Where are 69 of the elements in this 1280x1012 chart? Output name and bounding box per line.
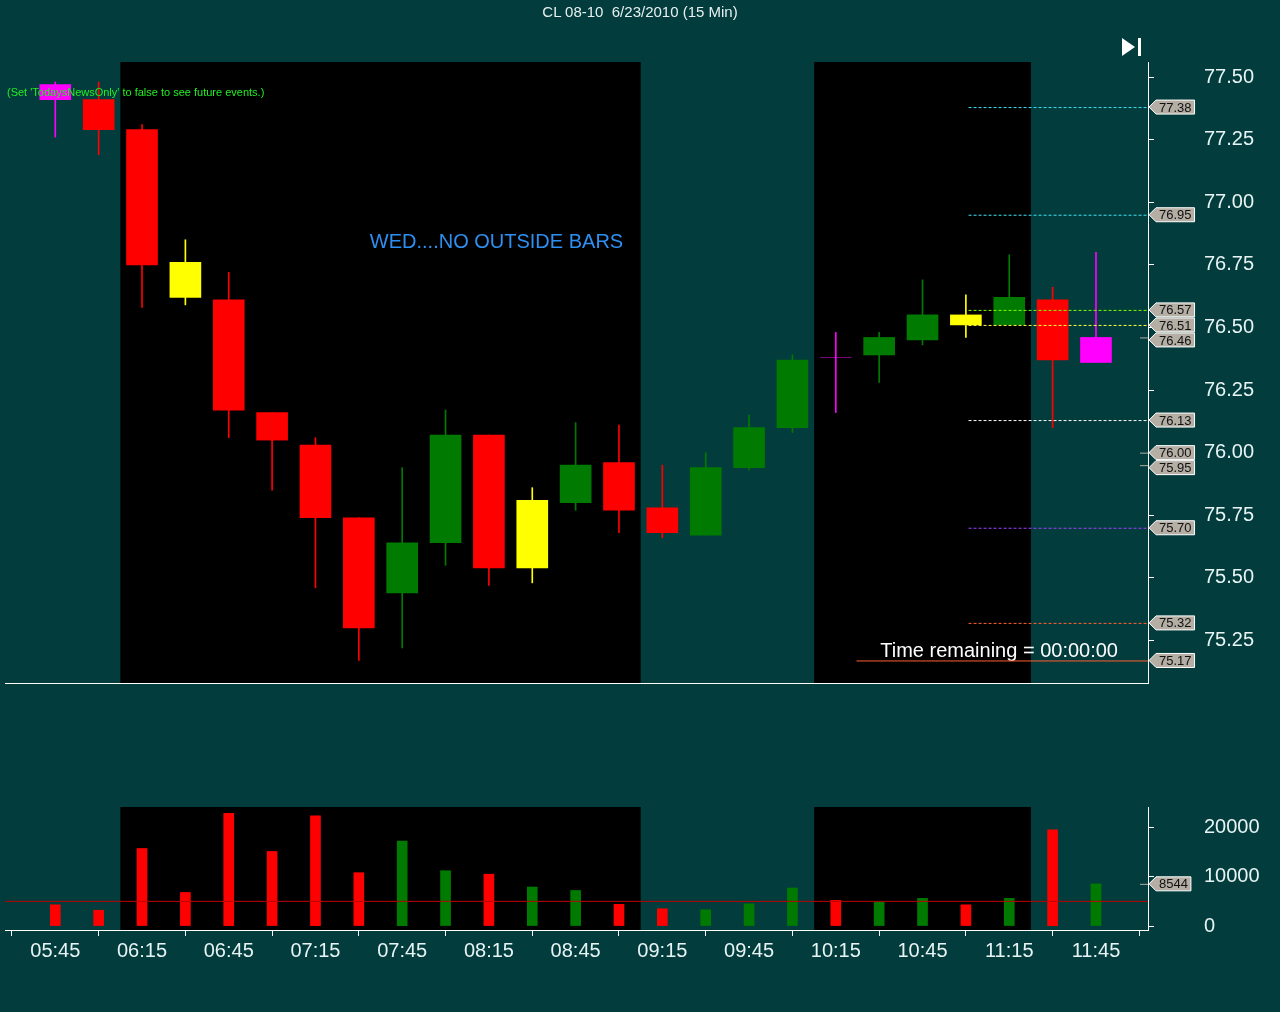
x-tick-label: 06:45 <box>203 938 254 961</box>
bar <box>570 890 581 926</box>
y-tick-label: 77.00 <box>1204 189 1255 212</box>
y-tick-label: 75.75 <box>1204 502 1255 525</box>
y-tick-label: 75.50 <box>1204 565 1255 588</box>
ref-line-label: 76.51 <box>1159 317 1192 333</box>
chart-title: CL 08-10 6/23/2010 (15 Min) <box>541 3 739 20</box>
ref-line-label: 75.70 <box>1159 520 1192 536</box>
x-tick-label: 05:45 <box>30 938 81 961</box>
y-tick-label: 20000 <box>1204 814 1260 837</box>
bar <box>700 909 712 926</box>
y-tick-label: 76.25 <box>1204 377 1255 400</box>
bar <box>136 848 148 926</box>
y-tick-label: 10000 <box>1204 864 1260 887</box>
bar <box>396 840 408 926</box>
bar <box>440 870 451 926</box>
bar <box>180 892 191 926</box>
bar <box>787 887 798 926</box>
x-tick-label: 10:15 <box>810 938 861 961</box>
bar <box>1090 883 1102 926</box>
y-tick-label: 77.25 <box>1204 127 1255 150</box>
y-tick-label: 76.75 <box>1204 252 1255 275</box>
bar <box>917 898 928 926</box>
bar <box>960 904 972 926</box>
ref-line-label: 76.00 <box>1159 445 1192 461</box>
bar <box>266 851 278 926</box>
ref-line-label: 77.38 <box>1159 99 1192 115</box>
bar <box>657 908 668 926</box>
annotation: Time remaining = 00:00:00 <box>880 638 1118 661</box>
bar <box>310 815 321 926</box>
x-tick-label: 06:15 <box>116 938 168 961</box>
bar <box>1047 829 1058 926</box>
bar <box>873 902 885 926</box>
x-tick-label: 08:15 <box>463 938 514 961</box>
bar <box>483 873 495 926</box>
ref-line-label: 76.46 <box>1159 332 1192 348</box>
ref-line-label: 8544 <box>1159 876 1188 892</box>
ref-line-label: 75.17 <box>1159 653 1192 669</box>
bar <box>830 900 842 926</box>
x-tick-label: 09:15 <box>637 938 688 961</box>
x-tick-label: 10:45 <box>897 938 948 961</box>
ref-line-label: 75.95 <box>1159 460 1192 476</box>
y-tick-label: 0 <box>1204 913 1216 936</box>
candlestick <box>819 332 852 413</box>
x-tick-label: 11:45 <box>1071 938 1121 961</box>
bar <box>93 909 104 926</box>
ref-line-label: 76.57 <box>1159 302 1192 318</box>
bar <box>353 872 365 926</box>
candlestick <box>950 294 982 338</box>
y-tick-label: 75.25 <box>1204 627 1255 650</box>
y-tick-label: 77.50 <box>1204 64 1255 87</box>
ref-line-label: 76.13 <box>1159 412 1192 428</box>
x-tick-label: 07:45 <box>377 938 428 961</box>
ref-line-label: 75.32 <box>1159 615 1192 631</box>
y-tick-label: 76.50 <box>1204 314 1255 337</box>
x-tick-label: 08:45 <box>550 938 601 961</box>
x-tick-label: 11:15 <box>984 938 1034 961</box>
bar <box>613 903 625 926</box>
x-tick-label: 09:45 <box>724 938 775 961</box>
ref-line-label: 76.95 <box>1159 207 1192 223</box>
bar <box>526 886 538 926</box>
bar <box>743 903 755 926</box>
annotation: WED....NO OUTSIDE BARS <box>369 229 624 252</box>
bar <box>49 904 61 926</box>
x-tick-label: 07:15 <box>290 938 341 961</box>
y-tick-label: 76.00 <box>1204 440 1255 463</box>
bar <box>1003 898 1015 926</box>
bar <box>223 813 235 926</box>
candlestick <box>1080 251 1112 363</box>
